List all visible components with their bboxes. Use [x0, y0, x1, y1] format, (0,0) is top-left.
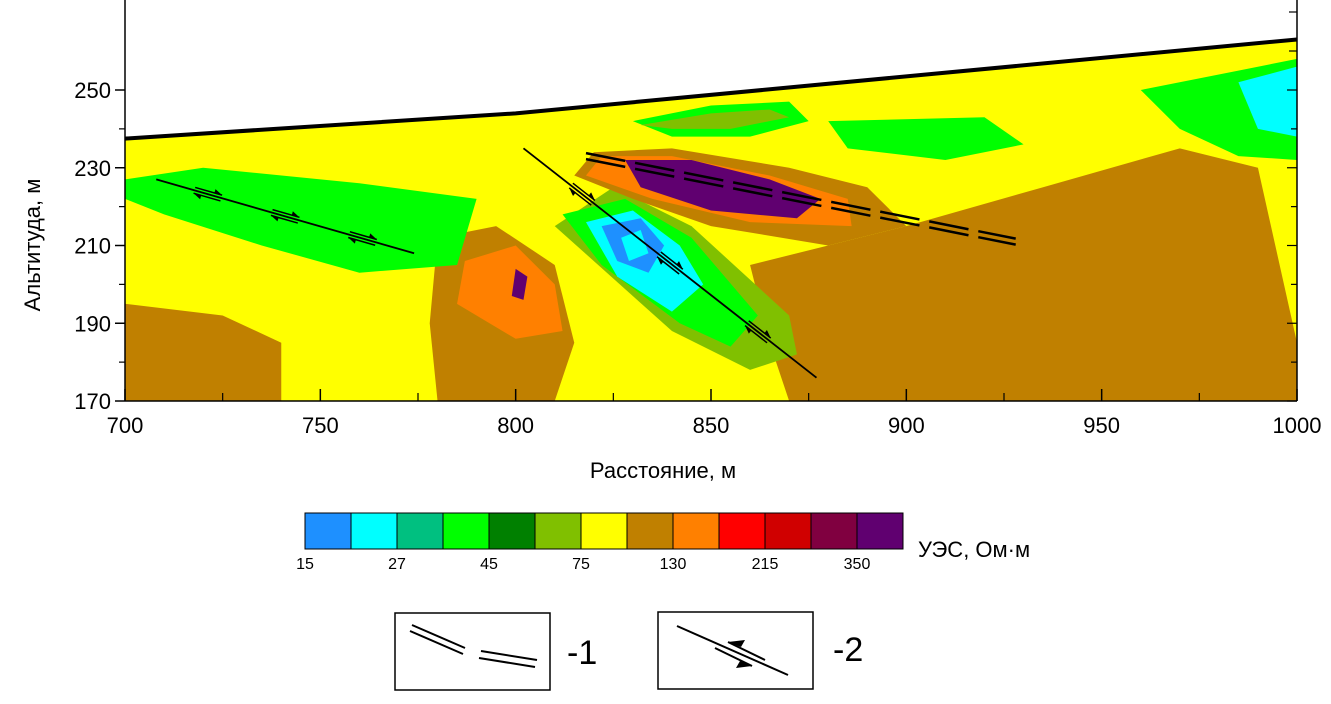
colorbar-swatch: [718, 512, 766, 550]
resistivity-zone: [1238, 66, 1297, 137]
legend-label-fault-type-2: -2: [833, 631, 863, 669]
colorbar-tick-label: 27: [388, 556, 406, 573]
colorbar-swatch: [856, 512, 904, 550]
fault-type-2: [522, 147, 818, 379]
x-tick-label: 800: [497, 413, 534, 438]
y-tick-label: 250: [74, 78, 111, 103]
y-axis-title: Альтитуда, м: [20, 179, 45, 312]
resistivity-zone: [625, 159, 821, 219]
colorbar-tick-label: 15: [296, 556, 314, 573]
colorbar-tick-label: 350: [844, 556, 871, 573]
colorbar-tick-label: 130: [660, 556, 687, 573]
y-tick-label: 210: [74, 234, 111, 259]
x-tick-label: 700: [107, 413, 144, 438]
legend-box-fault-type-1: [394, 612, 551, 691]
legend-label-fault-type-1: -1: [567, 634, 597, 672]
resistivity-zone: [511, 268, 528, 300]
x-tick-label: 900: [888, 413, 925, 438]
colorbar-swatch: [626, 512, 674, 550]
resistivity-zone: [640, 109, 790, 129]
colorbar-swatch: [810, 512, 858, 550]
x-tick-label: 850: [693, 413, 730, 438]
colorbar-tick-label: 215: [752, 556, 779, 573]
x-tick-label: 750: [302, 413, 339, 438]
plot-area: [125, 39, 1297, 401]
y-tick-label: 170: [74, 389, 111, 414]
colorbar-swatch: [396, 512, 444, 550]
colorbar-swatch: [350, 512, 398, 550]
y-tick-label: 190: [74, 311, 111, 336]
fault-type-1: [585, 151, 1016, 246]
colorbar-swatch: [442, 512, 490, 550]
colorbar-title: УЭС, Ом·м: [918, 537, 1030, 562]
colorbar-tick-label: 75: [572, 556, 590, 573]
resistivity-zone: [750, 148, 1297, 401]
y-tick-label: 230: [74, 156, 111, 181]
colorbar-swatch: [764, 512, 812, 550]
resistivity-zone: [828, 117, 1024, 160]
x-axis-title: Расстояние, м: [590, 458, 736, 483]
colorbar-swatch: [672, 512, 720, 550]
colorbar: 15 27 45 75 130 215 350: [296, 512, 904, 573]
faults-layer: [156, 147, 1016, 379]
resistivity-zone: [300, 198, 407, 254]
y-axis-ticks: 170 190 210 230 250: [74, 11, 1297, 414]
legend-symbol-fault-type-2: [676, 625, 789, 676]
colorbar-swatch: [304, 512, 352, 550]
legend-symbol-fault-type-1: [409, 624, 538, 668]
colorbar-tick-label: 45: [480, 556, 498, 573]
x-tick-label: 1000: [1273, 413, 1322, 438]
resistivity-zone: [125, 303, 282, 401]
legend: -1 -2: [394, 611, 863, 691]
resistivity-zone: [621, 229, 649, 262]
resistivity-zone: [457, 245, 563, 339]
fault-type-2: [156, 178, 415, 255]
legend-box-fault-type-2: [657, 611, 814, 690]
colorbar-swatch: [580, 512, 628, 550]
surface-profile-line: [124, 37, 1298, 141]
x-tick-label: 950: [1083, 413, 1120, 438]
x-axis-ticks: 700 750 800 850 900 950 1000: [107, 389, 1322, 438]
colorbar-swatch: [534, 512, 582, 550]
colorbar-swatch: [488, 512, 536, 550]
